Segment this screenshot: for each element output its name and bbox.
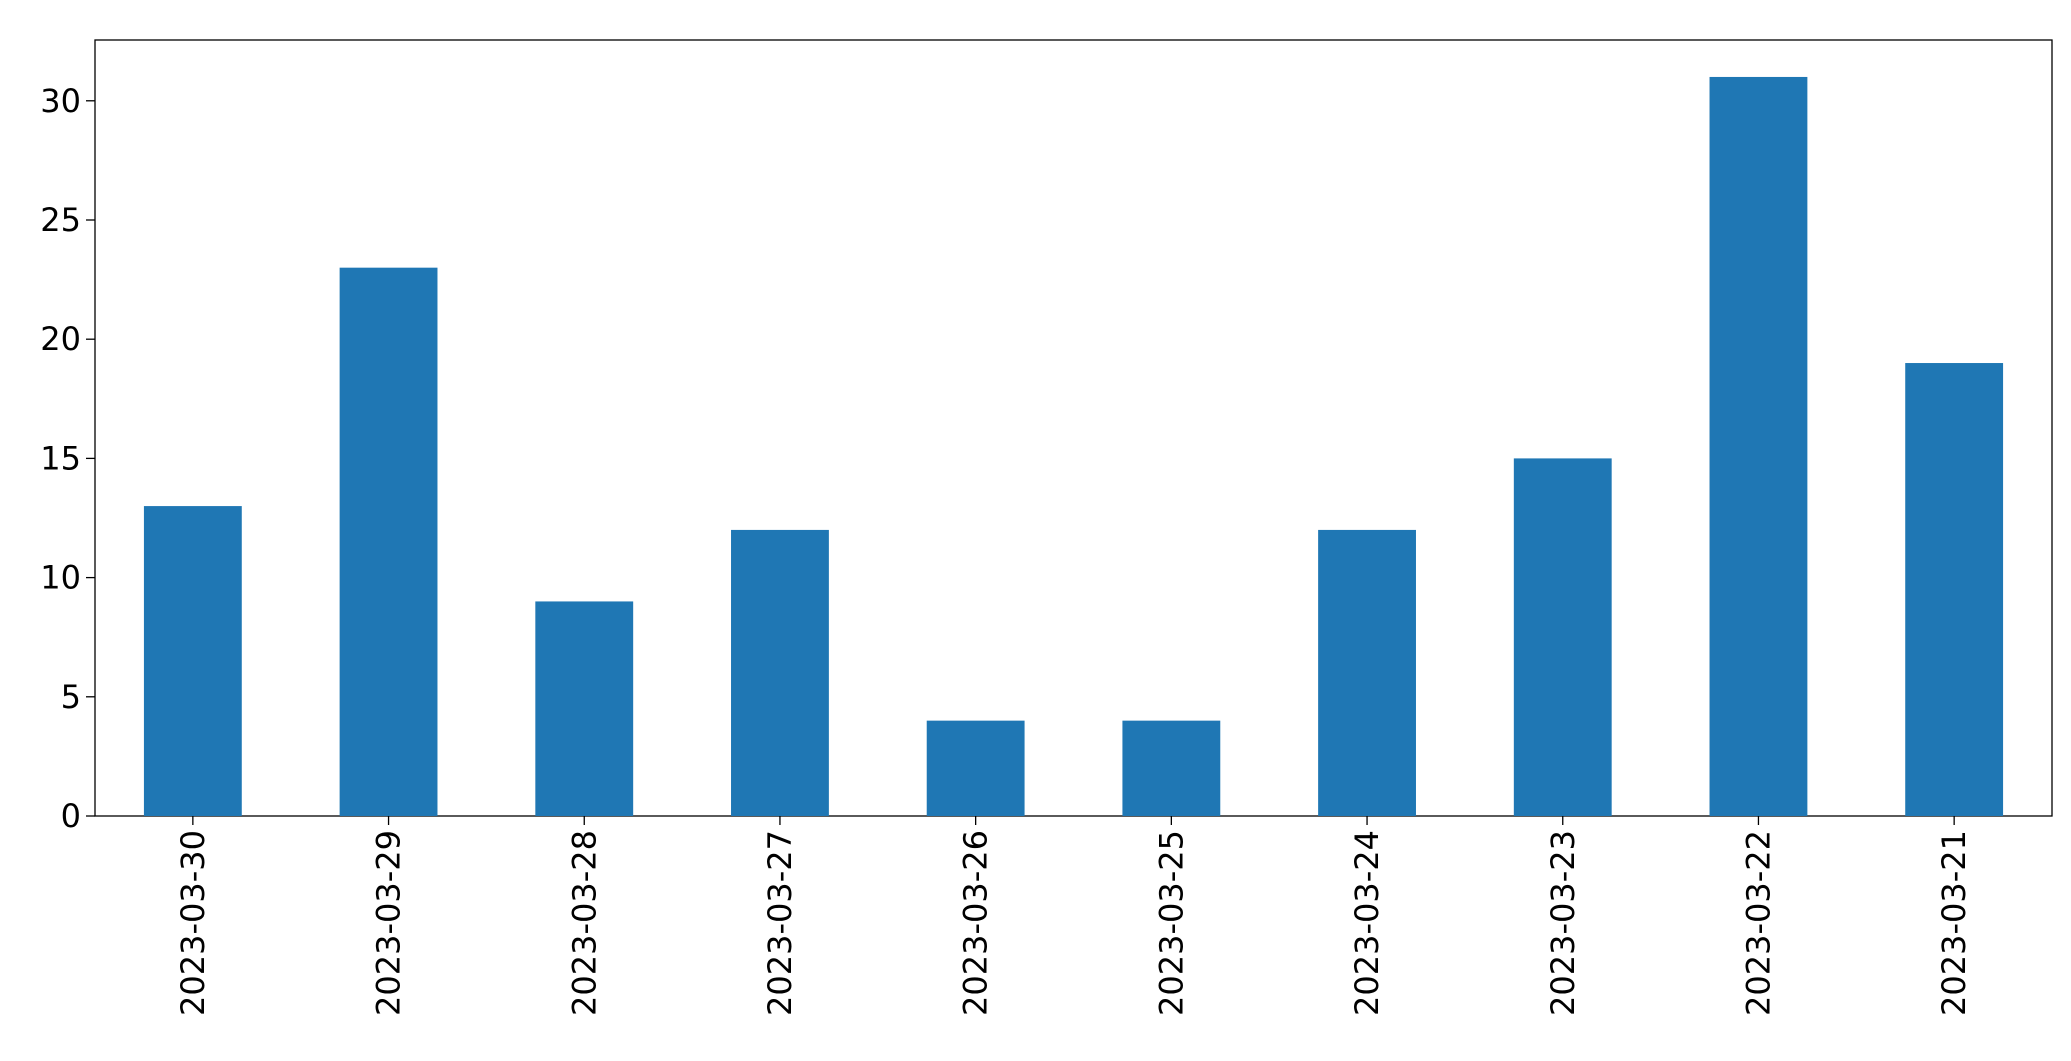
y-tick-label: 30 xyxy=(40,82,81,120)
plot-frame xyxy=(94,39,2053,817)
y-tick-label: 20 xyxy=(40,320,81,358)
y-tick-label: 0 xyxy=(61,797,81,835)
y-tick-label: 15 xyxy=(40,439,81,477)
bar xyxy=(1709,76,1808,816)
bar xyxy=(1513,458,1612,816)
bar xyxy=(143,506,242,816)
bar xyxy=(339,267,438,817)
bar xyxy=(1905,363,2004,816)
x-tick-label: 2023-03-22 xyxy=(1739,830,1777,1016)
x-tick-label: 2023-03-24 xyxy=(1348,830,1386,1016)
x-tick-label: 2023-03-25 xyxy=(1152,830,1190,1016)
x-tick-label: 2023-03-30 xyxy=(174,830,212,1016)
x-tick-label: 2023-03-27 xyxy=(761,830,799,1016)
bar xyxy=(926,720,1025,816)
bar xyxy=(1318,529,1416,816)
x-tick-label: 2023-03-28 xyxy=(565,830,603,1016)
x-tick-label: 2023-03-29 xyxy=(370,830,408,1016)
y-tick-label: 10 xyxy=(40,559,81,597)
bar xyxy=(731,529,829,816)
bar xyxy=(1122,720,1221,816)
y-tick-label: 25 xyxy=(40,201,81,239)
x-tick-label: 2023-03-21 xyxy=(1935,830,1973,1016)
y-tick-label: 5 xyxy=(61,678,81,716)
x-tick-label: 2023-03-26 xyxy=(957,830,995,1016)
bar xyxy=(535,601,634,816)
x-tick-label: 2023-03-23 xyxy=(1544,830,1582,1016)
